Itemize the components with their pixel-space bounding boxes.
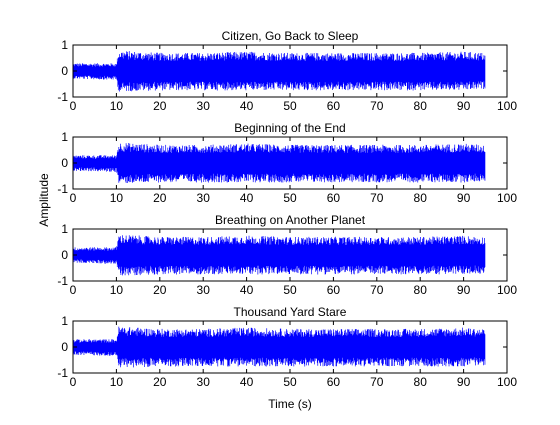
- x-axis-label: Time (s): [268, 397, 312, 411]
- x-tick-label: 50: [283, 99, 297, 113]
- x-tick-label: 100: [497, 375, 517, 389]
- y-tick-label: 1: [61, 314, 68, 328]
- x-tick-label: 80: [414, 191, 428, 205]
- x-tick-label: 90: [457, 191, 471, 205]
- x-tick-label: 70: [370, 283, 384, 297]
- x-tick-label: 0: [70, 375, 77, 389]
- x-tick-label: 10: [110, 283, 124, 297]
- x-tick-label: 40: [240, 191, 254, 205]
- x-tick-label: 60: [327, 375, 341, 389]
- x-tick-label: 0: [70, 191, 77, 205]
- x-tick-label: 80: [414, 99, 428, 113]
- x-tick-label: 100: [497, 191, 517, 205]
- x-tick-label: 70: [370, 99, 384, 113]
- y-tick-label: 1: [61, 130, 68, 144]
- waveform-line: [72, 235, 486, 276]
- x-tick-label: 40: [240, 99, 254, 113]
- y-tick-label: 0: [61, 248, 68, 262]
- x-tick-label: 50: [283, 283, 297, 297]
- x-tick-label: 0: [70, 99, 77, 113]
- y-tick-label: -1: [57, 366, 68, 380]
- waveform-line: [72, 143, 486, 184]
- x-tick-label: 30: [197, 375, 211, 389]
- x-tick-label: 80: [414, 283, 428, 297]
- x-tick-label: 0: [70, 283, 77, 297]
- x-tick-label: 40: [240, 375, 254, 389]
- y-tick-label: 1: [61, 38, 68, 52]
- x-tick-label: 90: [457, 283, 471, 297]
- x-tick-label: 30: [197, 99, 211, 113]
- x-tick-label: 10: [110, 99, 124, 113]
- x-tick-label: 20: [153, 283, 167, 297]
- x-tick-label: 60: [327, 191, 341, 205]
- x-tick-label: 100: [497, 283, 517, 297]
- x-tick-label: 20: [153, 375, 167, 389]
- subplot-title: Citizen, Go Back to Sleep: [222, 29, 359, 43]
- waveform-line: [72, 51, 486, 92]
- x-tick-label: 20: [153, 191, 167, 205]
- x-tick-label: 50: [283, 191, 297, 205]
- y-tick-label: 0: [61, 156, 68, 170]
- x-tick-label: 10: [110, 375, 124, 389]
- x-tick-label: 90: [457, 99, 471, 113]
- subplot-title: Breathing on Another Planet: [215, 213, 366, 227]
- y-tick-label: -1: [57, 274, 68, 288]
- x-tick-label: 60: [327, 99, 341, 113]
- x-tick-label: 100: [497, 99, 517, 113]
- y-tick-label: 1: [61, 222, 68, 236]
- x-tick-label: 10: [110, 191, 124, 205]
- x-tick-label: 70: [370, 375, 384, 389]
- y-tick-label: -1: [57, 90, 68, 104]
- y-tick-label: 0: [61, 64, 68, 78]
- waveform-line: [72, 326, 486, 368]
- y-tick-label: -1: [57, 182, 68, 196]
- x-tick-label: 50: [283, 375, 297, 389]
- x-tick-label: 30: [197, 283, 211, 297]
- x-tick-label: 60: [327, 283, 341, 297]
- subplot-title: Thousand Yard Stare: [234, 305, 347, 319]
- y-tick-label: 0: [61, 340, 68, 354]
- y-axis-label: Amplitude: [37, 173, 51, 227]
- x-tick-label: 40: [240, 283, 254, 297]
- x-tick-label: 30: [197, 191, 211, 205]
- x-tick-label: 90: [457, 375, 471, 389]
- subplot-title: Beginning of the End: [234, 121, 345, 135]
- x-tick-label: 80: [414, 375, 428, 389]
- x-tick-label: 70: [370, 191, 384, 205]
- x-tick-label: 20: [153, 99, 167, 113]
